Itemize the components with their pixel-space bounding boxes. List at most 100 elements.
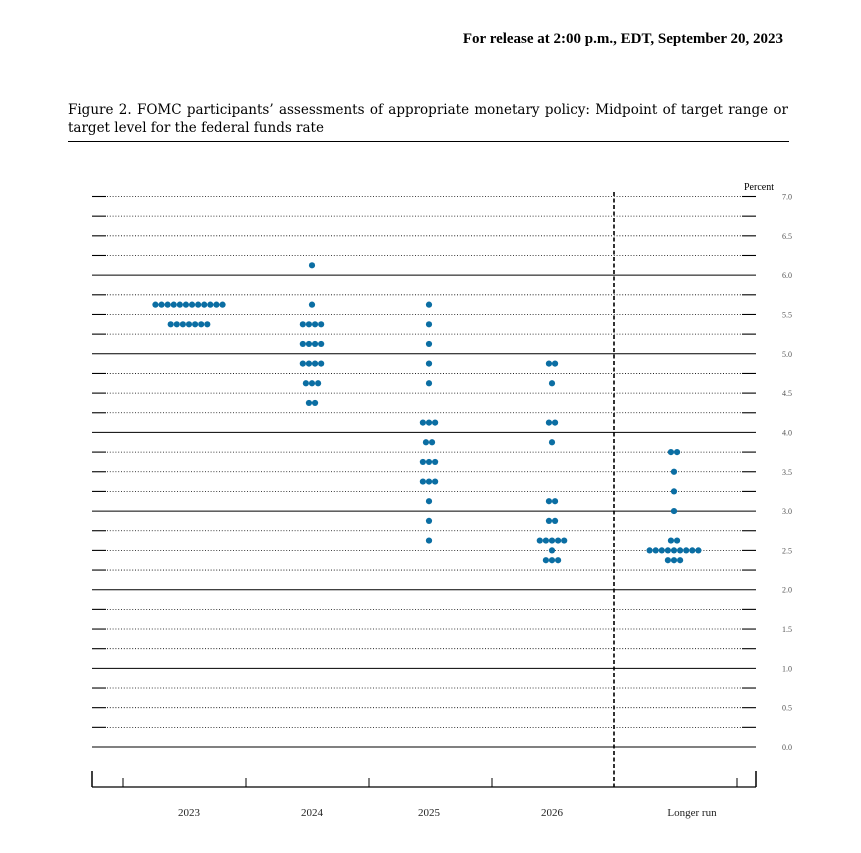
y-tick-label: 1.0 <box>782 664 792 673</box>
participant-dot <box>425 419 433 426</box>
participant-dot <box>419 478 426 485</box>
participant-dot <box>195 301 202 308</box>
participant-dot <box>555 537 562 544</box>
participant-dot <box>425 517 433 525</box>
dot-series <box>152 262 702 564</box>
participant-dot <box>185 321 193 328</box>
unit-label: Percent <box>744 182 774 193</box>
participant-dot <box>158 301 165 308</box>
y-tick-label: 4.0 <box>782 428 792 437</box>
y-tick-label: 0.5 <box>782 704 792 713</box>
y-tick-label: 1.5 <box>782 625 792 634</box>
participant-dot <box>299 360 306 367</box>
participant-dot <box>419 419 426 426</box>
participant-dot <box>425 458 433 466</box>
participant-dot <box>425 537 433 544</box>
participant-dot <box>664 547 672 554</box>
participant-dot <box>646 547 653 554</box>
x-category-label: 2024 <box>301 807 324 819</box>
x-category-label: 2026 <box>541 807 564 819</box>
participant-dot <box>664 557 672 564</box>
participant-dot <box>425 478 433 485</box>
participant-dot <box>667 537 675 544</box>
participant-dot <box>545 517 553 525</box>
participant-dot <box>213 301 220 308</box>
participant-dot <box>542 537 550 544</box>
participant-dot <box>299 321 306 328</box>
participant-dot <box>670 557 678 564</box>
participant-dot <box>673 448 681 456</box>
participant-dot <box>176 301 183 308</box>
participant-dot <box>670 547 678 554</box>
participant-dot <box>311 399 319 407</box>
x-category-label: Longer run <box>667 807 717 819</box>
participant-dot <box>299 340 306 348</box>
participant-dot <box>219 301 226 308</box>
y-tick-label: 6.5 <box>782 232 792 241</box>
y-tick-label: 2.5 <box>782 546 792 555</box>
y-tick-label: 0.0 <box>782 743 792 752</box>
participant-dot <box>695 547 702 554</box>
x-axis <box>91 771 757 788</box>
participant-dot <box>670 488 678 495</box>
participant-dot <box>545 498 553 505</box>
x-category-label: 2023 <box>178 807 201 819</box>
participant-dot <box>542 557 550 564</box>
participant-dot <box>652 547 659 554</box>
y-tick-label: 7.0 <box>782 193 792 202</box>
participant-dot <box>311 321 319 328</box>
participant-dot <box>425 498 433 505</box>
participant-dot <box>305 340 313 348</box>
participant-dot <box>425 380 433 387</box>
participant-dot <box>551 360 559 367</box>
participant-dot <box>318 360 325 367</box>
participant-dot <box>428 439 436 446</box>
y-tick-label: 4.5 <box>782 389 792 398</box>
participant-dot <box>198 321 205 328</box>
participant-dot <box>677 547 684 554</box>
participant-dot <box>182 301 190 308</box>
participant-dot <box>548 380 556 387</box>
y-tick-label: 5.5 <box>782 310 792 319</box>
participant-dot <box>302 380 309 387</box>
participant-dot <box>311 360 319 367</box>
y-tick-label: 2.0 <box>782 586 792 595</box>
participant-dot <box>318 321 325 328</box>
participant-dot <box>308 262 316 269</box>
y-axis-tick-labels: 0.0 0.5 1.0 1.5 2.0 2.5 3.0 3.5 4.0 4.5 5.0 5.5 6.0 6… <box>782 193 792 753</box>
participant-dot <box>318 340 325 348</box>
participant-dot <box>179 321 186 328</box>
participant-dot <box>425 301 433 308</box>
participant-dot <box>308 380 316 387</box>
participant-dot <box>432 478 439 485</box>
participant-dot <box>311 340 319 348</box>
participant-dot <box>536 537 543 544</box>
participant-dot <box>425 340 433 348</box>
participant-dot <box>192 321 199 328</box>
y-tick-label: 3.0 <box>782 507 792 516</box>
participant-dot <box>419 458 426 466</box>
participant-dot <box>422 439 430 446</box>
participant-dot <box>201 301 208 308</box>
participant-dot <box>548 439 556 446</box>
participant-dot <box>677 557 684 564</box>
participant-dot <box>555 557 562 564</box>
participant-dot <box>670 468 678 475</box>
participant-dot <box>545 360 553 367</box>
participant-dot <box>548 537 556 544</box>
participant-dot <box>425 360 433 367</box>
y-tick-label: 5.0 <box>782 350 792 359</box>
participant-dot <box>545 419 553 426</box>
participant-dot <box>207 301 214 308</box>
participant-dot <box>308 301 316 308</box>
participant-dot <box>432 458 439 466</box>
participant-dot <box>188 301 196 308</box>
participant-dot <box>315 380 322 387</box>
figure-title: Figure 2. FOMC participants’ assessments… <box>68 102 788 136</box>
release-notice: For release at 2:00 p.m., EDT, September… <box>462 31 783 47</box>
participant-dot <box>670 507 678 515</box>
participant-dot <box>658 547 665 554</box>
participant-dot <box>305 360 313 367</box>
y-tick-label: 6.0 <box>782 271 792 280</box>
